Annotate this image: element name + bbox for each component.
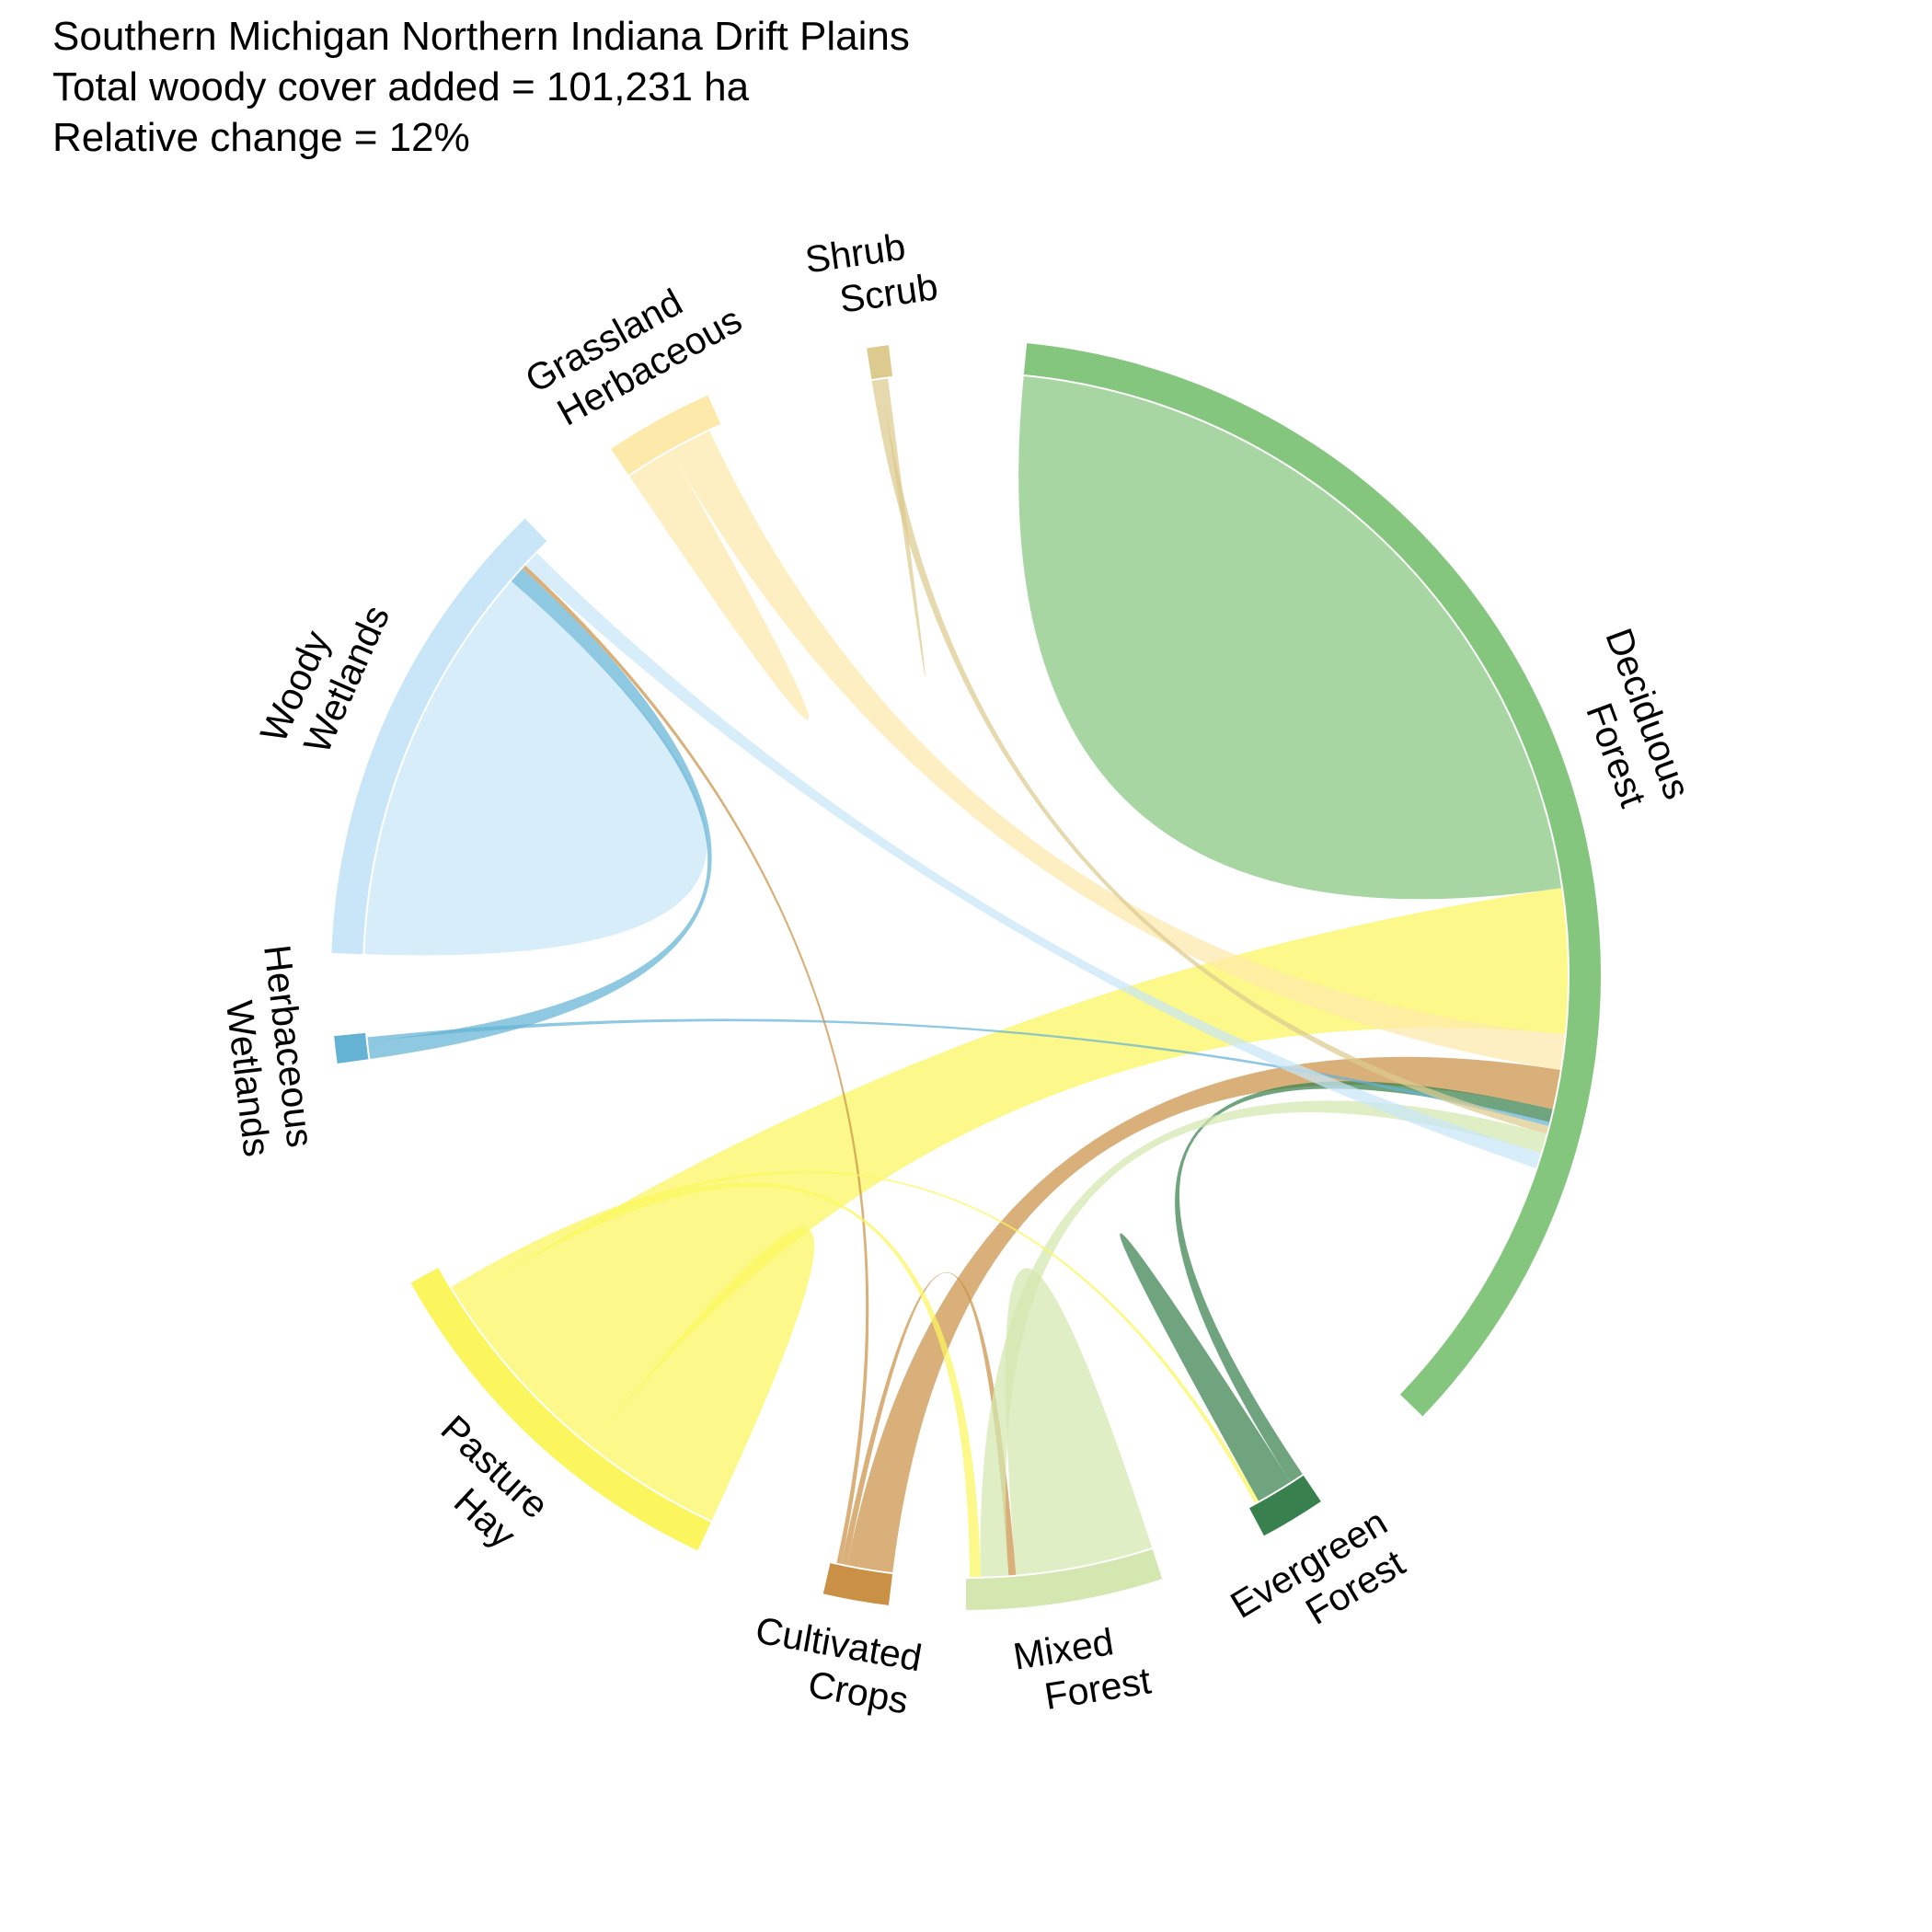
sector-shrub bbox=[867, 345, 893, 380]
sector-grassland bbox=[611, 395, 721, 476]
chord-link-herbwet-to-woodywet bbox=[367, 569, 712, 1060]
total-woody-cover-text: Total woody cover added = 101,231 ha bbox=[52, 64, 750, 109]
sector-mixed bbox=[966, 1548, 1163, 1610]
chord-link-evergreen-to-evergreen bbox=[1111, 1233, 1291, 1501]
sector-pasture bbox=[410, 1268, 711, 1551]
chord-link-deciduous-to-deciduous bbox=[1018, 376, 1562, 932]
chart-title-block: Southern Michigan Northern Indiana Drift… bbox=[52, 11, 910, 163]
sector-evergreen bbox=[1248, 1475, 1321, 1536]
sector-woodywet bbox=[331, 518, 547, 955]
chart-title: Southern Michigan Northern Indiana Drift… bbox=[52, 14, 910, 59]
chord-link-pasture-to-pasture bbox=[591, 1210, 815, 1521]
sector-herbwet bbox=[334, 1032, 369, 1064]
chord-link-crops-to-mixed bbox=[841, 1271, 1017, 1576]
chord-link-shrub-to-deciduous bbox=[871, 379, 1549, 1134]
sector-crops bbox=[822, 1563, 893, 1605]
chord-link-grassland-to-grassland bbox=[629, 451, 819, 720]
chord-sectors bbox=[331, 343, 1602, 1610]
relative-change-text: Relative change = 12% bbox=[52, 115, 470, 160]
chord-link-shrub-to-shrub bbox=[881, 378, 927, 678]
chord-link-woodywet-to-woodywet bbox=[364, 581, 739, 956]
chord-links bbox=[364, 376, 1568, 1577]
sector-deciduous bbox=[1023, 343, 1602, 1417]
chord-link-mixed-to-mixed bbox=[991, 1268, 1153, 1575]
